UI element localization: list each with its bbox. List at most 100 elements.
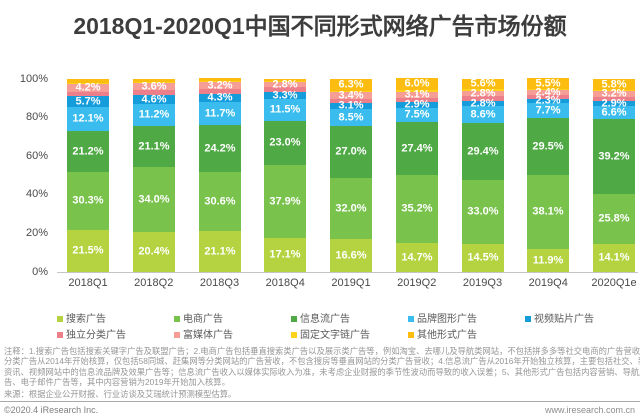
legend-label: 独立分类广告	[66, 329, 126, 341]
value-label-2018Q2-富媒体广告: 3.6%	[141, 80, 167, 92]
bar-segment-2018Q4-其他形式广告	[264, 79, 306, 81]
legend-item-电商广告: 电商广告	[174, 310, 223, 325]
legend-label: 其他形式广告	[417, 329, 477, 341]
bar-segment-2019Q1-固定文字链广告	[330, 91, 372, 92]
bar-segment-2019Q3-独立分类广告	[462, 96, 504, 101]
legend-item-视频贴片广告: 视频贴片广告	[525, 310, 594, 325]
value-label-2019Q4-富媒体广告: 2.4%	[535, 86, 561, 98]
x-axis-tick-2019Q1: 2019Q1	[331, 277, 371, 289]
bar-segment-2018Q1-其他形式广告	[67, 79, 109, 83]
bar-segment-2019Q3-搜索广告	[462, 244, 504, 272]
bar-segment-2018Q1-独立分类广告	[67, 92, 109, 96]
value-label-2018Q3-搜索广告: 21.1%	[204, 245, 236, 257]
value-label-2018Q2-搜索广告: 20.4%	[138, 245, 170, 258]
bar-segment-2019Q3-电商广告	[462, 180, 504, 244]
value-label-2019Q3-电商广告: 33.0%	[467, 205, 499, 218]
value-label-2019Q1-品牌图形广告: 8.5%	[338, 111, 364, 123]
value-label-2018Q4-信息流广告: 23.0%	[269, 136, 301, 149]
value-label-2019Q2-信息流广告: 27.4%	[401, 142, 433, 154]
y-axis-tick: 20%	[25, 226, 48, 239]
bar-segment-2019Q2-品牌图形广告	[396, 108, 438, 122]
legend-label: 电商广告	[183, 313, 223, 325]
value-label-2018Q2-视频贴片广告: 4.6%	[141, 93, 167, 105]
legend-swatch-icon	[291, 331, 297, 338]
legend-item-信息流广告: 信息流广告	[291, 310, 350, 325]
x-axis-tick-2020Q1e: 2020Q1e	[591, 277, 637, 289]
value-label-2018Q1-视频贴片广告: 5.7%	[75, 95, 101, 107]
value-label-2020Q1e-品牌图形广告: 6.6%	[601, 106, 627, 118]
bar-segment-2019Q1-独立分类广告	[330, 99, 372, 103]
value-label-2018Q1-电商广告: 30.3%	[72, 194, 104, 207]
value-label-2019Q2-品牌图形广告: 7.5%	[404, 108, 430, 121]
legend-swatch-icon	[174, 315, 180, 322]
bar-segment-2019Q2-独立分类广告	[396, 98, 438, 102]
footnote-line: 资讯、视频网站中的信息流品牌及效果广告等；信息流广告收入以媒体实际收入为准，未考…	[4, 366, 640, 377]
bar-segment-2019Q4-品牌图形广告	[527, 103, 569, 118]
bar-segment-2018Q1-视频贴片广告	[67, 96, 109, 107]
bar-segment-2018Q1-固定文字链广告	[67, 83, 109, 84]
bar-segment-2019Q2-其他形式广告	[396, 78, 438, 90]
y-axis-tick: 100%	[19, 72, 48, 85]
bar-segment-2019Q4-搜索广告	[527, 249, 569, 272]
bar-segment-2019Q3-信息流广告	[462, 123, 504, 180]
value-label-2019Q3-搜索广告: 14.5%	[467, 251, 499, 264]
bar-segment-2018Q3-独立分类广告	[199, 89, 241, 94]
source-note: 来源：根据企业公开财报、行业访谈及艾瑞统计预测模型估算。	[4, 389, 237, 399]
value-label-2018Q3-富媒体广告: 3.2%	[207, 79, 233, 91]
legend-item-搜索广告: 搜索广告	[57, 310, 106, 325]
footnote-line: 注释：1.搜索广告包括搜索关键字广告及联盟广告；2.电商广告包括垂直搜索类广告以…	[4, 346, 640, 356]
bar-segment-2018Q3-搜索广告	[199, 231, 241, 272]
legend-item-固定文字链广告: 固定文字链广告	[291, 326, 370, 341]
legend-swatch-icon	[408, 331, 414, 338]
value-label-2018Q1-信息流广告: 21.2%	[72, 145, 104, 157]
legend-swatch-icon	[57, 315, 63, 322]
y-axis-tick: 40%	[25, 188, 48, 201]
bar-segment-2019Q3-固定文字链广告	[462, 89, 504, 91]
value-label-2019Q1-富媒体广告: 3.4%	[338, 89, 364, 101]
bar-segment-2018Q4-独立分类广告	[264, 87, 306, 92]
legend-swatch-icon	[57, 331, 63, 338]
bar-segment-2019Q1-富媒体广告	[330, 92, 372, 99]
value-label-2020Q1e-视频贴片广告: 2.9%	[601, 97, 627, 109]
value-label-2019Q1-搜索广告: 16.6%	[335, 249, 367, 261]
value-label-2018Q4-视频贴片广告: 3.3%	[272, 89, 298, 101]
bar-segment-2019Q2-富媒体广告	[396, 92, 438, 98]
bar-segment-2019Q2-搜索广告	[396, 243, 438, 272]
bar-segment-2018Q2-视频贴片广告	[133, 95, 175, 104]
bar-segment-2019Q4-富媒体广告	[527, 90, 569, 95]
x-axis-tick-2018Q4: 2018Q4	[265, 277, 305, 289]
bar-segment-2019Q2-固定文字链广告	[396, 90, 438, 92]
bar-segment-2019Q1-搜索广告	[330, 239, 372, 272]
bar-segment-2019Q4-其他形式广告	[527, 78, 569, 89]
bar-segment-2018Q4-固定文字链广告	[264, 81, 306, 82]
bar-segment-2020Q1e-信息流广告	[593, 119, 635, 194]
y-axis-tick: 0%	[32, 265, 48, 278]
legend-label: 品牌图形广告	[417, 313, 477, 325]
legend-item-独立分类广告: 独立分类广告	[57, 326, 126, 341]
legend-item-其他形式广告: 其他形式广告	[408, 326, 477, 341]
value-label-2019Q1-电商广告: 32.0%	[335, 202, 367, 214]
bar-segment-2019Q2-视频贴片广告	[396, 102, 438, 108]
bar-segment-2018Q3-其他形式广告	[199, 78, 241, 81]
value-label-2019Q4-电商广告: 38.1%	[532, 205, 564, 218]
bar-segment-2018Q2-电商广告	[133, 167, 175, 232]
value-label-2019Q1-其他形式广告: 6.3%	[338, 78, 364, 91]
bar-segment-2018Q3-品牌图形广告	[199, 102, 241, 125]
value-label-2019Q3-视频贴片广告: 2.8%	[470, 97, 496, 109]
bar-segment-2018Q3-视频贴片广告	[199, 94, 241, 102]
value-label-2018Q3-品牌图形广告: 11.7%	[204, 107, 236, 119]
value-label-2019Q2-视频贴片广告: 2.9%	[404, 98, 430, 111]
bar-segment-2019Q2-信息流广告	[396, 122, 438, 175]
value-label-2019Q4-其他形式广告: 5.5%	[535, 77, 561, 89]
bar-segment-2018Q1-搜索广告	[67, 230, 109, 272]
bar-segment-2018Q3-信息流广告	[199, 125, 241, 172]
bar-segment-2020Q1e-搜索广告	[593, 244, 635, 272]
value-label-2018Q2-信息流广告: 21.1%	[138, 140, 170, 152]
bar-segment-2019Q4-视频贴片广告	[527, 99, 569, 103]
bar-segment-2020Q1e-品牌图形广告	[593, 106, 635, 119]
legend-swatch-icon	[408, 315, 414, 322]
bar-segment-2019Q4-信息流广告	[527, 118, 569, 175]
x-axis-tick-2019Q4: 2019Q4	[528, 277, 568, 289]
value-label-2020Q1e-搜索广告: 14.1%	[598, 251, 630, 264]
